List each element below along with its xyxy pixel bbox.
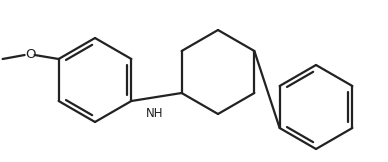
Text: NH: NH <box>146 107 163 120</box>
Text: O: O <box>25 47 36 60</box>
